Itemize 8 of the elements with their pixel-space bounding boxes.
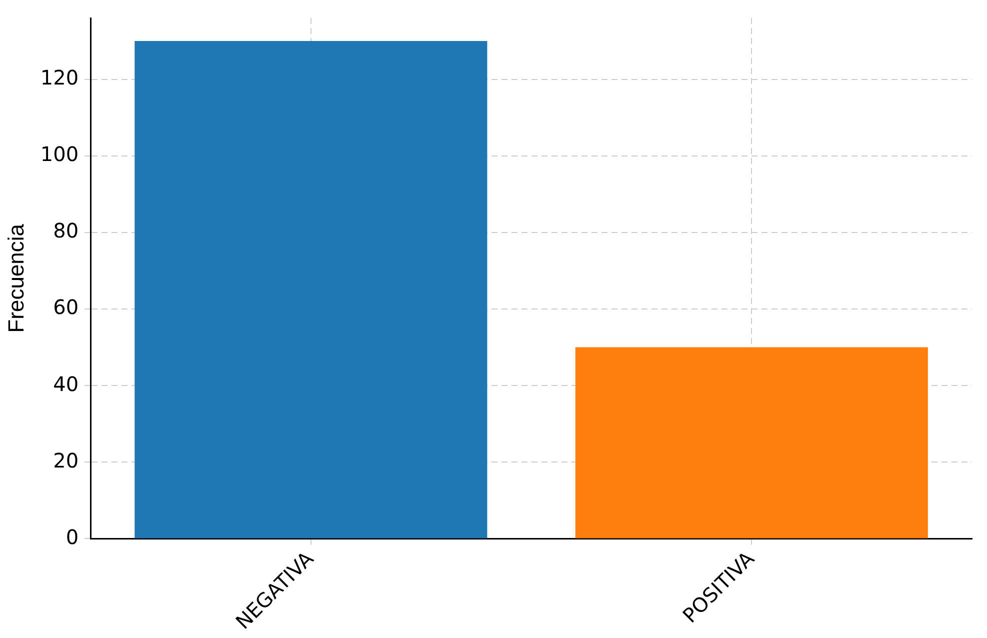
y-tick-label: 40: [53, 372, 79, 396]
y-tick-label: 100: [40, 142, 79, 166]
y-tick-label: 0: [66, 524, 79, 549]
y-tick-label: 80: [53, 218, 79, 243]
y-tick-label: 60: [53, 295, 79, 320]
y-tick-label: 20: [53, 448, 79, 472]
y-tick-label: 120: [40, 65, 79, 90]
y-axis-title: Frecuencia: [3, 223, 28, 333]
